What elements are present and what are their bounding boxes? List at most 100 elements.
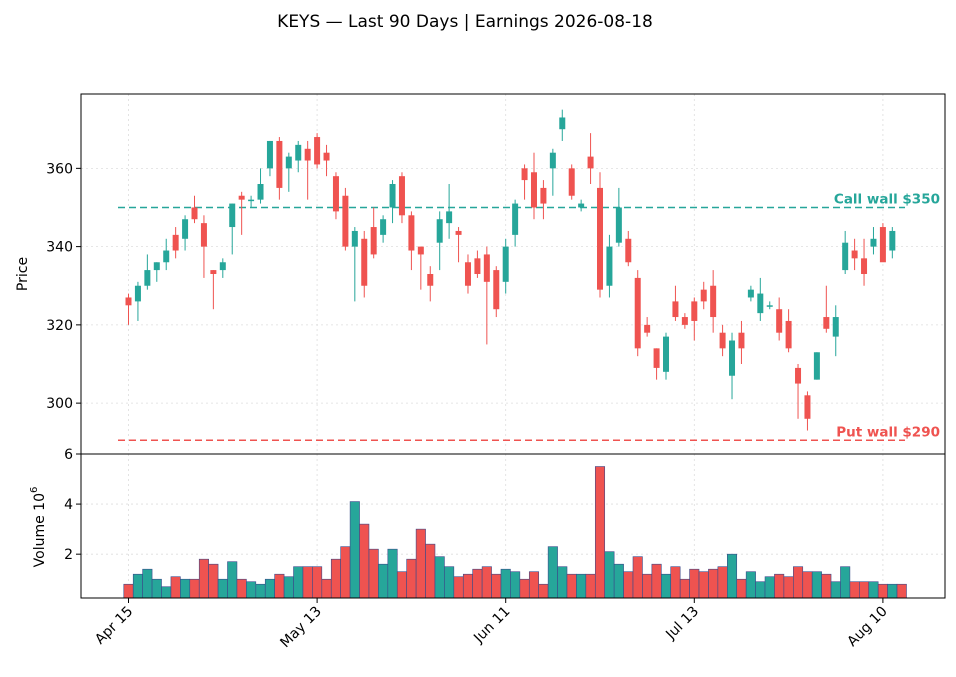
candle-body — [304, 148, 311, 161]
volume-bar — [274, 573, 285, 599]
volume-bar — [849, 581, 860, 599]
volume-bar — [594, 466, 606, 599]
volume-bar — [378, 563, 389, 599]
candle-body — [512, 203, 519, 235]
x-tick-label: Aug 10 — [844, 604, 890, 650]
volume-bar — [123, 583, 134, 599]
volume-bar — [604, 551, 615, 599]
volume-bar — [189, 578, 200, 599]
candle-body — [851, 250, 858, 259]
candle-body — [182, 219, 189, 239]
candle-body — [832, 317, 839, 337]
candle-body — [191, 207, 198, 220]
volume-bar — [755, 581, 766, 599]
volume-bar — [246, 581, 257, 599]
candle-body — [474, 258, 481, 274]
volume-bar — [180, 578, 191, 599]
candle-body — [615, 207, 622, 243]
price-y-tick-label: 320 — [46, 318, 73, 334]
candle-body — [380, 219, 387, 235]
volume-bar — [651, 563, 662, 599]
volume-axes-frame — [80, 453, 946, 599]
candle-body — [766, 305, 773, 307]
candle-body — [172, 234, 179, 251]
volume-bar — [538, 583, 549, 599]
volume-bar — [821, 573, 832, 599]
chart-title: KEYS — Last 90 Days | Earnings 2026-08-1… — [277, 12, 653, 32]
x-axis-ticks: Apr 15 May 13 Jun 11 Jul 13 Aug 10 — [92, 598, 891, 651]
candle-body — [295, 144, 302, 161]
volume-bar — [227, 561, 238, 599]
candle-body — [691, 301, 698, 321]
volume-bar — [208, 563, 219, 599]
candle-body — [634, 277, 641, 349]
candle-body — [813, 352, 820, 380]
volume-bar — [802, 571, 813, 599]
volume-bar — [302, 566, 313, 599]
candle-body — [823, 317, 830, 329]
volume-bar — [283, 576, 294, 599]
volume-bar — [406, 558, 417, 599]
candle-body — [597, 187, 603, 290]
candle-body — [804, 395, 811, 419]
candle-body — [238, 195, 245, 200]
candle-body — [398, 176, 405, 216]
price-y-ticks: 300 320 340 360 — [46, 161, 81, 412]
price-y-axis-label: Price — [15, 257, 31, 291]
candle-body — [483, 254, 490, 282]
candle-body — [342, 195, 349, 247]
candle-body — [568, 168, 575, 196]
volume-bar — [793, 566, 804, 599]
price-y-tick-label: 340 — [46, 240, 73, 256]
candle-body — [719, 332, 726, 349]
candle-body — [710, 285, 717, 318]
volume-bar — [783, 576, 794, 599]
candle-body — [464, 262, 471, 286]
volume-bar — [585, 573, 596, 599]
candle-body — [663, 336, 670, 372]
x-tick-label: Jul 13 — [662, 604, 702, 644]
candle-body — [351, 230, 358, 247]
volume-bar — [396, 571, 407, 599]
price-y-tick-label: 360 — [46, 161, 73, 177]
candle-body — [361, 238, 368, 286]
x-tick-label: May 13 — [277, 604, 325, 652]
volume-bar — [415, 528, 426, 599]
candle-body — [427, 274, 434, 286]
volume-bar — [312, 566, 323, 599]
level-label: Put wall $290 — [836, 424, 940, 440]
candle-body — [729, 340, 736, 376]
candle-body — [861, 258, 868, 274]
candle-body — [163, 250, 170, 263]
volume-bar — [255, 583, 266, 599]
candle-body — [144, 270, 151, 286]
candle-body — [776, 309, 783, 333]
volume-bar — [264, 578, 275, 599]
candle-body — [276, 140, 283, 188]
x-tick-label: Jun 11 — [470, 604, 513, 647]
volume-bar — [877, 583, 888, 599]
volume-bar — [359, 523, 370, 599]
volume-bar — [727, 553, 738, 599]
candle-body — [493, 270, 500, 310]
volume-bar — [736, 578, 747, 599]
volume-bar — [613, 563, 624, 599]
candle-body — [417, 246, 424, 255]
volume-bar — [698, 571, 709, 599]
candle-body — [257, 184, 264, 200]
level-label: Call wall $350 — [834, 191, 940, 207]
candle-body — [578, 203, 585, 208]
volume-bar — [236, 578, 247, 599]
volume-bar — [632, 556, 643, 599]
volume-bar — [830, 581, 841, 599]
volume-bar — [293, 566, 304, 599]
price-y-tick-label: 300 — [46, 396, 73, 412]
candle-body — [446, 211, 453, 224]
volume-bar — [472, 568, 483, 599]
volume-bar — [679, 578, 690, 599]
volume-bar — [670, 566, 681, 599]
candle-body — [540, 187, 547, 204]
volume-bar — [444, 566, 455, 599]
candle-body — [530, 172, 537, 208]
